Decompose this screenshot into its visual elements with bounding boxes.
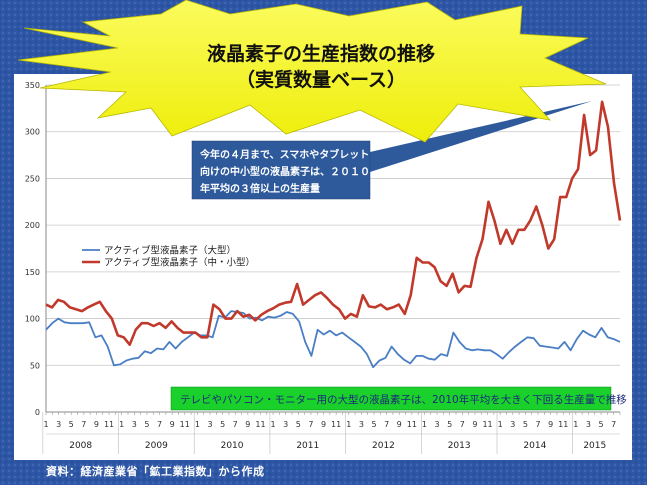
x-month-label: 5 (599, 420, 604, 429)
x-month-label: 3 (56, 420, 61, 429)
x-month-label: 1 (271, 420, 276, 429)
x-month-label: 1 (119, 420, 124, 429)
year-label: 2011 (296, 441, 319, 451)
x-month-label: 9 (170, 420, 175, 429)
x-month-label: 11 (558, 420, 568, 429)
source-note: 資料：経済産業省「鉱工業指数」から作成 (46, 465, 265, 478)
smartphone-callout: 今年の４月まで、スマホやタブレット 向けの中小型の液晶素子は、２０１０ 年平均の… (191, 101, 592, 200)
legend-label: アクティブ型液晶素子（中・小型） (104, 257, 255, 269)
x-month-label: 9 (548, 420, 553, 429)
year-label: 2010 (221, 441, 244, 451)
x-month-label: 5 (144, 420, 149, 429)
x-month-label: 5 (69, 420, 74, 429)
legend-label: アクティブ型液晶素子（大型） (104, 245, 236, 257)
y-tick-label: 0 (35, 408, 40, 417)
x-month-label: 3 (435, 420, 440, 429)
year-label: 2008 (69, 441, 92, 451)
smartphone-callout-line-3: 年平均の３倍以上の生産量 (200, 182, 320, 195)
y-tick-label: 150 (25, 268, 40, 277)
x-month-label: 9 (397, 420, 402, 429)
legend: アクティブ型液晶素子（大型）アクティブ型液晶素子（中・小型） (82, 245, 255, 269)
year-label: 2014 (523, 441, 546, 451)
x-month-label: 1 (43, 420, 48, 429)
series-line-small-medium (45, 100, 622, 347)
x-axis: 1 3 5 7 9 11 1 3 5 7 9 11 1 3 5 7 9 11 1 3 5 7 9 11 1 3 5 7 9 11 1 3 5 7 9… (42, 411, 621, 454)
x-month-label: 5 (371, 420, 376, 429)
series-layer (45, 100, 622, 369)
smartphone-callout-pointer (370, 101, 592, 172)
x-month-label: 7 (535, 420, 540, 429)
y-axis: 0 50 100 150 200 250 300 350 (25, 81, 47, 417)
tv-callout-text: テレビやパソコン・モニター用の大型の液晶素子は、2010年平均を大きく下回る生産… (180, 393, 627, 406)
x-month-label: 1 (573, 420, 578, 429)
x-month-label: 3 (510, 420, 515, 429)
x-month-label: 1 (346, 420, 351, 429)
x-month-label: 7 (157, 420, 162, 429)
x-month-label: 9 (472, 420, 477, 429)
x-month-label: 9 (245, 420, 250, 429)
x-month-label: 3 (207, 420, 212, 429)
title-burst-shape (17, 0, 607, 143)
x-month-label: 3 (132, 420, 137, 429)
y-tick-label: 250 (25, 174, 40, 183)
x-month-label: 11 (482, 420, 492, 429)
chart-title: 液晶素子の生産指数の推移 (207, 42, 435, 65)
y-tick-label: 100 (25, 315, 40, 324)
series-line-large (45, 310, 621, 369)
x-month-label: 5 (523, 420, 528, 429)
tv-callout-box (170, 386, 612, 411)
x-month-label: 5 (220, 420, 225, 429)
smartphone-callout-line-1: 今年の４月まで、スマホやタブレット (199, 148, 369, 161)
x-month-label: 1 (195, 420, 200, 429)
year-label: 2015 (583, 441, 606, 451)
x-month-label: 11 (255, 420, 265, 429)
x-month-label: 7 (81, 420, 86, 429)
title-burst: 液晶素子の生産指数の推移 （実質数量ベース） (17, 0, 607, 143)
x-month-label: 7 (460, 420, 465, 429)
x-month-label: 11 (407, 420, 417, 429)
x-month-label: 5 (296, 420, 301, 429)
year-label: 2009 (145, 441, 168, 451)
x-month-label: 5 (447, 420, 452, 429)
x-month-label: 3 (359, 420, 364, 429)
x-month-label: 1 (498, 420, 503, 429)
y-tick-label: 300 (25, 128, 40, 137)
tv-callout: テレビやパソコン・モニター用の大型の液晶素子は、2010年平均を大きく下回る生産… (170, 386, 627, 411)
x-month-label: 1 (422, 420, 427, 429)
year-label: 2012 (372, 441, 395, 451)
x-month-label: 11 (180, 420, 190, 429)
y-tick-label: 350 (25, 81, 40, 90)
smartphone-callout-box (191, 140, 371, 200)
x-month-label: 9 (321, 420, 326, 429)
chart-subtitle: （実質数量ベース） (236, 68, 406, 91)
y-tick-label: 50 (30, 361, 40, 370)
x-month-label: 7 (233, 420, 238, 429)
x-month-label: 9 (94, 420, 99, 429)
x-month-label: 3 (283, 420, 288, 429)
x-month-label: 3 (586, 420, 591, 429)
x-month-label: 11 (331, 420, 341, 429)
x-month-label: 7 (611, 420, 616, 429)
x-month-label: 7 (384, 420, 389, 429)
year-label: 2013 (448, 441, 471, 451)
y-tick-label: 200 (25, 221, 40, 230)
x-month-label: 11 (104, 420, 114, 429)
smartphone-callout-line-2: 向けの中小型の液晶素子は、２０１０ (200, 165, 370, 178)
x-month-label: 7 (308, 420, 313, 429)
